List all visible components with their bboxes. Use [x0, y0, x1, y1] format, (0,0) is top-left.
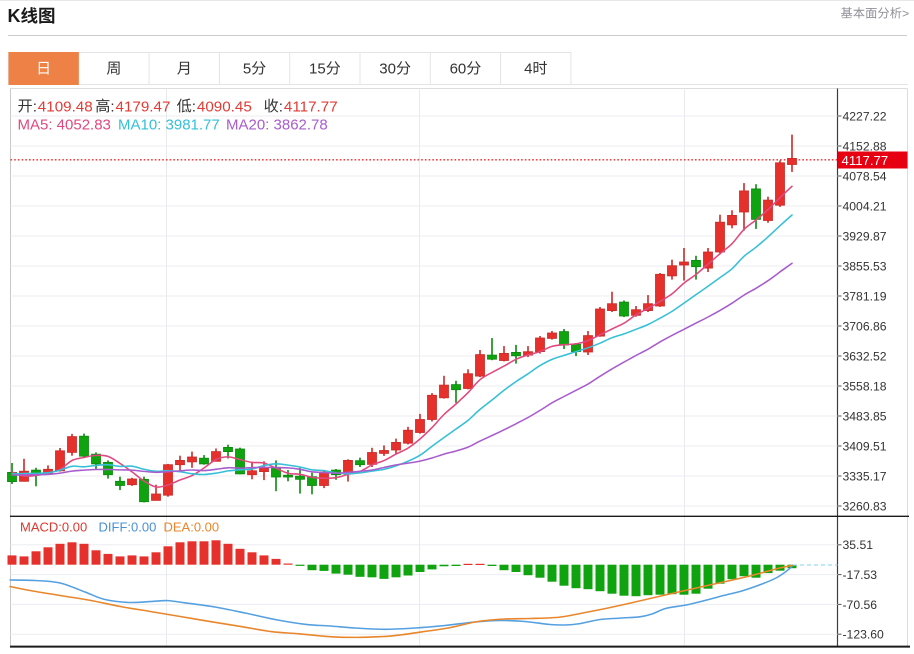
svg-text:3260.83: 3260.83 [843, 499, 887, 513]
svg-text:MA10: 3981.77: MA10: 3981.77 [118, 116, 220, 133]
svg-text:3335.17: 3335.17 [843, 469, 887, 483]
svg-text:MA5: 4052.83: MA5: 4052.83 [18, 116, 111, 133]
svg-text:3558.18: 3558.18 [843, 379, 887, 393]
svg-text:15: 15 [309, 61, 326, 78]
svg-text:3855.53: 3855.53 [843, 259, 887, 273]
svg-text:4227.22: 4227.22 [843, 109, 887, 123]
svg-text:3632.52: 3632.52 [843, 349, 887, 363]
svg-text:4152.88: 4152.88 [843, 139, 887, 153]
svg-text:3483.85: 3483.85 [843, 409, 887, 423]
svg-text:-17.53: -17.53 [843, 568, 878, 582]
svg-text:3409.51: 3409.51 [843, 439, 887, 453]
svg-text:5: 5 [243, 61, 251, 78]
svg-text:DIFF:0.00: DIFF:0.00 [99, 520, 157, 535]
svg-text::: : [110, 98, 114, 115]
svg-text:4179.47: 4179.47 [116, 98, 171, 115]
svg-text:35.51: 35.51 [843, 538, 874, 552]
svg-text::: : [192, 98, 196, 115]
svg-text:4004.21: 4004.21 [843, 199, 887, 213]
svg-text:-70.56: -70.56 [843, 598, 878, 612]
svg-text:30: 30 [379, 61, 396, 78]
svg-text:-123.60: -123.60 [843, 628, 885, 642]
svg-text:4109.48: 4109.48 [38, 98, 93, 115]
svg-text:MA20: 3862.78: MA20: 3862.78 [226, 116, 328, 133]
svg-text::: : [33, 98, 37, 115]
svg-text:DEA:0.00: DEA:0.00 [164, 520, 220, 535]
svg-text::: : [279, 98, 283, 115]
svg-text:4: 4 [524, 61, 532, 78]
svg-text:60: 60 [450, 61, 467, 78]
svg-text:>: > [902, 7, 909, 21]
svg-text:4117.77: 4117.77 [842, 153, 889, 168]
svg-text:4090.45: 4090.45 [197, 98, 252, 115]
svg-text:3781.19: 3781.19 [843, 289, 887, 303]
svg-text:3706.86: 3706.86 [843, 319, 887, 333]
svg-text:MACD:0.00: MACD:0.00 [20, 520, 87, 535]
svg-text:4117.77: 4117.77 [284, 98, 338, 115]
svg-text:4078.54: 4078.54 [843, 169, 887, 183]
svg-text:K: K [8, 6, 21, 26]
svg-text:3929.87: 3929.87 [843, 229, 887, 243]
